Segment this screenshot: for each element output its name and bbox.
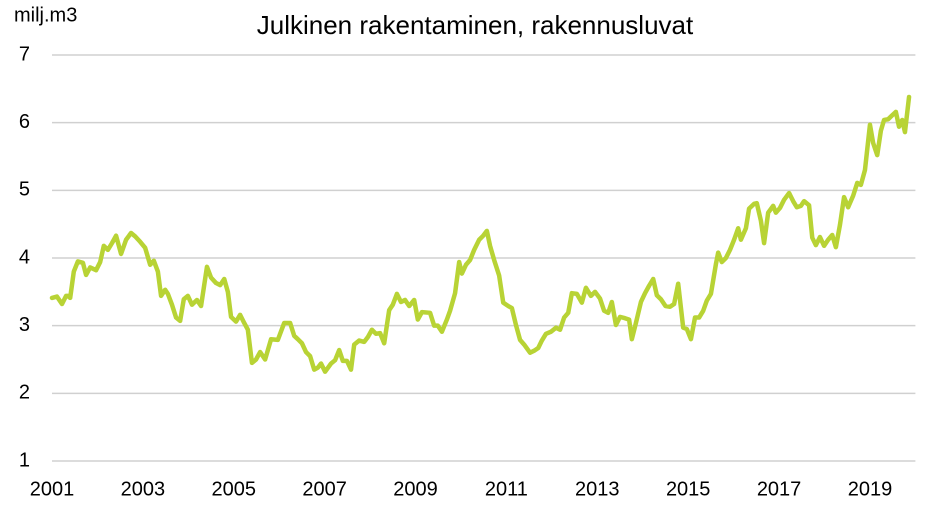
- y-tick-label: 2: [19, 382, 30, 404]
- chart-title: Julkinen rakentaminen, rakennusluvat: [257, 10, 694, 40]
- x-tick-label: 2001: [30, 478, 75, 500]
- y-tick-label: 5: [19, 179, 30, 201]
- y-tick-label: 3: [19, 314, 30, 336]
- y-tick-label: 1: [19, 449, 30, 471]
- x-tick-label: 2017: [757, 478, 802, 500]
- y-tick-label: 7: [19, 43, 30, 65]
- x-tick-label: 2003: [121, 478, 166, 500]
- x-tick-label: 2015: [666, 478, 711, 500]
- x-tick-label: 2013: [575, 478, 620, 500]
- x-tick-label: 2005: [212, 478, 257, 500]
- y-axis-label: milj.m3: [14, 4, 77, 26]
- x-tick-label: 2009: [393, 478, 438, 500]
- x-tick-label: 2007: [302, 478, 347, 500]
- y-tick-label: 6: [19, 111, 30, 133]
- data-line: [49, 94, 912, 374]
- x-tick-label: 2011: [485, 478, 528, 500]
- x-tick-label: 2019: [848, 478, 893, 500]
- y-tick-label: 4: [19, 246, 30, 268]
